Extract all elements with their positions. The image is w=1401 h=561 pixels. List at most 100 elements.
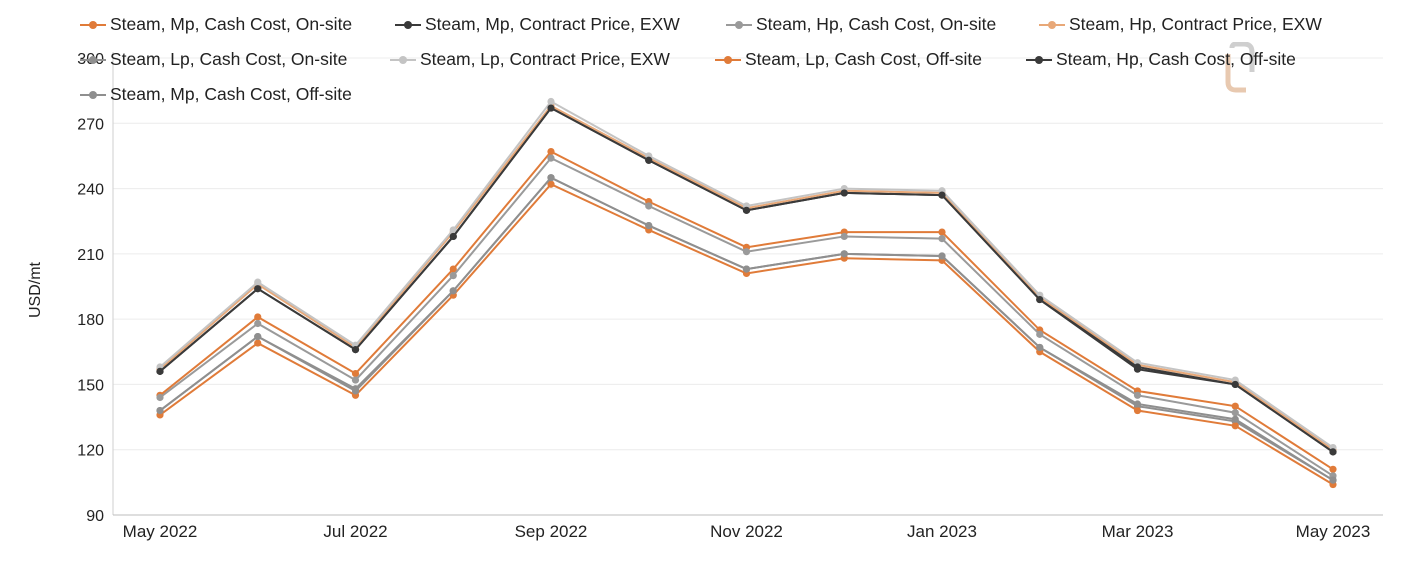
legend-swatch-icon <box>390 54 416 66</box>
series-line <box>159 176 1334 482</box>
series-1 <box>156 147 1337 473</box>
data-point <box>1329 465 1337 473</box>
data-point <box>254 319 262 328</box>
legend-label: Steam, Mp, Cash Cost, Off-site <box>110 84 352 104</box>
data-point <box>938 235 946 243</box>
data-point <box>1329 448 1337 456</box>
legend-swatch-icon <box>395 19 421 31</box>
data-point <box>840 250 848 258</box>
data-point <box>449 287 457 295</box>
data-point <box>351 387 360 395</box>
data-point <box>254 339 262 347</box>
series-line <box>159 106 1334 453</box>
legend-item: Steam, Mp, Cash Cost, On-site <box>80 14 352 35</box>
data-point <box>742 265 751 273</box>
brand-logo <box>1222 42 1372 98</box>
chart-legend: Steam, Mp, Cash Cost, On-site Steam, Mp, … <box>80 14 1380 124</box>
legend-label: Steam, Hp, Cash Cost, Off-site <box>1056 49 1296 69</box>
data-point <box>254 332 262 341</box>
legend-label: Steam, Mp, Contract Price, EXW <box>425 14 680 34</box>
series-line <box>159 176 1334 482</box>
y-tick-label: 150 <box>77 377 104 394</box>
y-tick-label: 210 <box>77 247 104 264</box>
series-4 <box>156 102 1337 454</box>
legend-swatch-icon <box>726 19 752 31</box>
series-line <box>159 150 1334 471</box>
series-9 <box>156 174 1337 484</box>
data-point <box>449 265 457 273</box>
data-point <box>449 272 457 280</box>
legend-label: Steam, Lp, Cash Cost, On-site <box>110 49 348 69</box>
x-tick-labels: May 2022 Jul 2022 Sep 2022 Nov 2022 Jan 2023… <box>123 522 1371 541</box>
data-point <box>254 278 262 286</box>
data-point <box>547 147 555 156</box>
legend-item: Steam, Lp, Cash Cost, Off-site <box>715 49 982 70</box>
data-point <box>1231 409 1239 417</box>
data-point <box>547 174 555 182</box>
y-tick-label: 120 <box>77 443 104 460</box>
data-point <box>547 97 555 106</box>
data-point <box>645 156 653 164</box>
data-point <box>156 406 164 415</box>
data-point <box>1329 476 1337 484</box>
legend-item: Steam, Mp, Contract Price, EXW <box>395 14 680 35</box>
axes <box>112 52 1383 516</box>
legend-swatch-icon <box>80 89 106 101</box>
data-point <box>156 393 164 402</box>
data-point <box>351 369 360 378</box>
y-tick-label: 240 <box>77 182 104 199</box>
data-point <box>1133 400 1142 408</box>
data-point <box>1231 422 1239 430</box>
legend-item: Steam, Hp, Contract Price, EXW <box>1039 14 1322 35</box>
data-point <box>449 232 457 241</box>
x-tick-label: Jan 2023 <box>907 522 977 541</box>
data-point <box>645 221 653 230</box>
legend-label: Steam, Lp, Cash Cost, Off-site <box>745 49 982 69</box>
x-tick-label: May 2022 <box>123 522 198 541</box>
grid-lines <box>113 57 1383 451</box>
data-point <box>645 202 653 210</box>
x-tick-label: May 2023 <box>1296 522 1371 541</box>
y-tick-labels: 90120150180210240270300 <box>77 51 104 525</box>
data-point <box>742 248 751 256</box>
data-point <box>547 180 555 188</box>
legend-swatch-icon <box>1026 54 1052 66</box>
legend-swatch-icon <box>715 54 741 66</box>
logo-mark-icon <box>1225 42 1255 93</box>
series-group <box>156 97 1337 489</box>
data-point <box>449 226 457 234</box>
x-tick-label: Mar 2023 <box>1102 522 1174 541</box>
legend-swatch-icon <box>80 19 106 31</box>
legend-swatch-icon <box>80 54 106 66</box>
data-point <box>1231 380 1239 389</box>
data-point <box>1133 406 1142 415</box>
y-tick-label: 180 <box>77 312 104 329</box>
series-7 <box>156 180 1337 489</box>
x-tick-label: Sep 2022 <box>515 522 588 541</box>
data-point <box>1036 330 1044 338</box>
data-point <box>547 104 555 112</box>
series-2 <box>156 104 1337 456</box>
legend-item: Steam, Mp, Cash Cost, Off-site <box>80 84 352 105</box>
series-line <box>159 106 1334 453</box>
legend-label: Steam, Hp, Cash Cost, On-site <box>756 14 997 34</box>
data-point <box>840 232 848 241</box>
data-point <box>351 376 360 384</box>
data-point <box>547 154 555 162</box>
legend-item: Steam, Lp, Cash Cost, On-site <box>80 49 347 70</box>
legend-label: Steam, Hp, Contract Price, EXW <box>1069 14 1322 34</box>
data-point <box>351 346 360 354</box>
data-point <box>254 313 262 321</box>
legend-label: Steam, Lp, Contract Price, EXW <box>420 49 670 69</box>
y-axis-label: USD/mt <box>27 262 44 318</box>
data-point <box>742 206 751 214</box>
legend-label: Steam, Mp, Cash Cost, On-site <box>110 14 353 34</box>
data-point <box>1231 415 1239 423</box>
data-point <box>1231 402 1239 410</box>
data-point <box>254 285 262 293</box>
y-tick-label: 270 <box>77 116 104 133</box>
data-point <box>1036 295 1044 304</box>
data-point <box>938 252 946 260</box>
data-point <box>938 228 946 236</box>
